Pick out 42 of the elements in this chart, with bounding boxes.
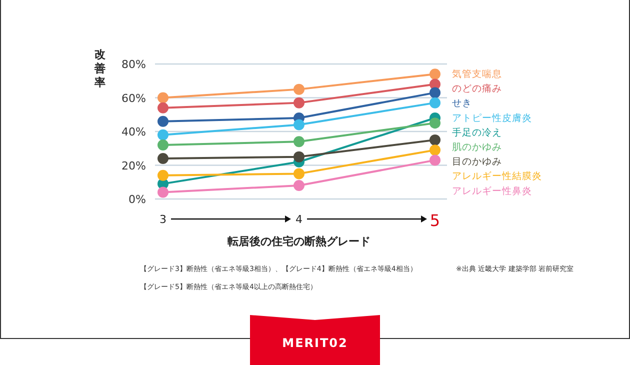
point xyxy=(294,168,304,180)
series-label: せき xyxy=(452,98,472,110)
x-axis-title: 転居後の住宅の断熱グレード xyxy=(226,235,370,248)
y-tick-label: 80% xyxy=(122,58,146,71)
point xyxy=(430,87,440,98)
y-tick-label: 40% xyxy=(122,126,146,138)
point xyxy=(430,134,440,146)
point xyxy=(158,170,168,181)
series-label: 手足の冷え xyxy=(452,126,502,138)
point xyxy=(294,97,304,108)
series-label: 気管支喘息 xyxy=(452,68,502,80)
x-tick-label: 4 xyxy=(296,213,302,226)
point xyxy=(158,153,168,164)
y-tick-label: 0% xyxy=(128,193,146,206)
text: アレルギー性鼻炎 xyxy=(452,184,532,197)
point xyxy=(158,116,168,127)
point xyxy=(158,102,168,114)
point xyxy=(158,186,168,198)
x-tick-label: 3 xyxy=(160,213,166,226)
y-axis-title: 改善率 xyxy=(94,48,106,89)
x-tick-label: 5 xyxy=(430,211,440,230)
point xyxy=(430,154,440,166)
point xyxy=(294,151,304,162)
text: アレルギー性結膜炎 xyxy=(452,170,542,182)
y-tick-label: 20% xyxy=(122,159,146,172)
point xyxy=(294,180,304,191)
point xyxy=(430,68,440,80)
point xyxy=(158,140,168,150)
point xyxy=(158,92,168,104)
text: 肌のかゆみ xyxy=(452,142,502,153)
point xyxy=(158,129,168,140)
series-label: アトピー性皮膚炎 xyxy=(452,112,532,124)
point xyxy=(294,136,304,148)
series-label: のどの痛み xyxy=(452,82,502,95)
point xyxy=(294,84,304,95)
point xyxy=(430,144,440,156)
text: MERIT02 xyxy=(282,336,348,350)
series-label: 目のかゆみ xyxy=(452,156,502,168)
point xyxy=(430,97,440,108)
point xyxy=(294,119,304,130)
y-tick-label: 60% xyxy=(122,92,146,105)
point xyxy=(430,118,440,129)
